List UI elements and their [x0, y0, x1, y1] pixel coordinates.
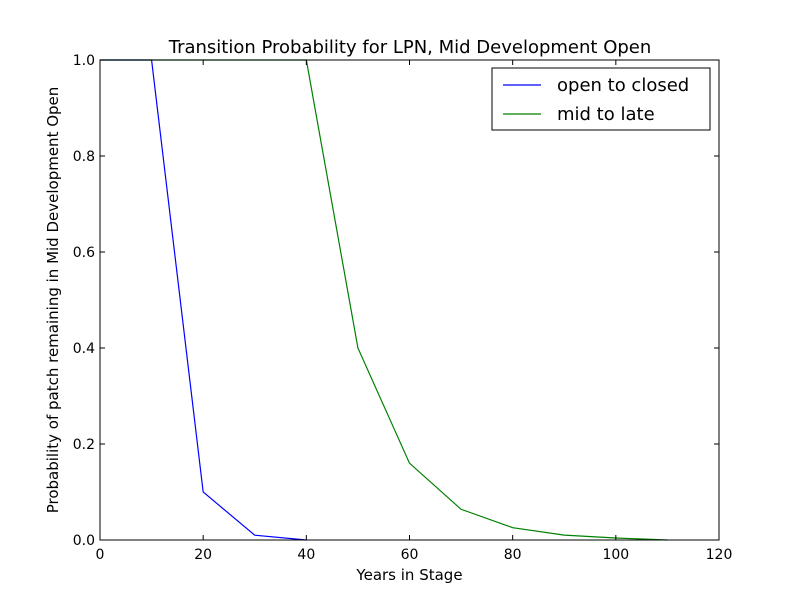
y-tick-label: 0.6	[73, 245, 95, 261]
legend-items: open to closed mid to late	[503, 75, 689, 125]
x-tick-label: 80	[504, 547, 522, 563]
x-tick-label: 0	[96, 547, 105, 563]
plot-frame	[99, 59, 720, 541]
y-tick-label: 0.4	[73, 341, 95, 357]
legend-box	[491, 67, 711, 131]
series-layer	[100, 59, 668, 541]
series-line-0	[100, 59, 307, 541]
x-tick-label: 40	[297, 547, 315, 563]
x-tick-label: 60	[401, 547, 419, 563]
y-tick-label: 1.0	[73, 53, 95, 69]
legend-label-0: open to closed	[557, 75, 689, 96]
x-axis-label: Years in Stage	[355, 566, 462, 584]
series-line-1	[100, 59, 668, 541]
chart-title: Transition Probability for LPN, Mid Deve…	[168, 37, 652, 58]
x-tick-label: 120	[706, 547, 733, 563]
y-tick-label: 0.0	[73, 533, 95, 549]
y-axis-label: Probability of patch remaining in Mid De…	[44, 87, 62, 514]
x-tick-label: 100	[602, 547, 629, 563]
y-tick-label: 0.8	[73, 149, 95, 165]
ticks-layer: 0 20 40 60 80 100 120 0.0 0.2 0.4 0.6 0.8 1.0	[73, 53, 733, 563]
y-tick-label: 0.2	[73, 437, 95, 453]
legend: open to closed mid to late	[491, 67, 711, 131]
legend-label-1: mid to late	[557, 104, 655, 125]
x-tick-label: 20	[194, 547, 212, 563]
